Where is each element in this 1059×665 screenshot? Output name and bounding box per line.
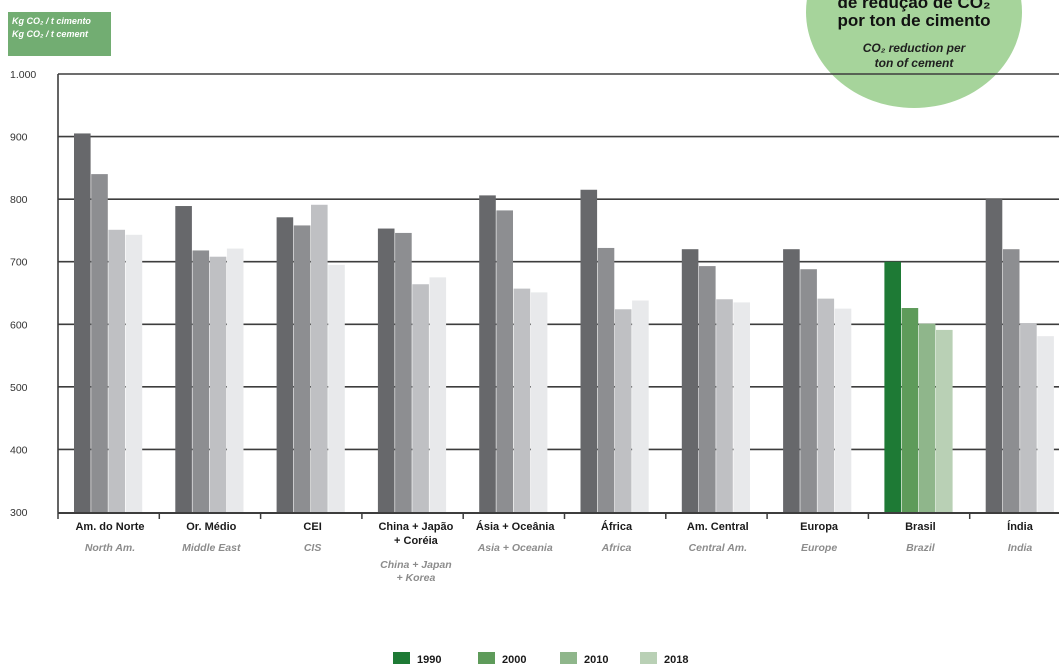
category-label-en: Africa — [601, 542, 632, 554]
badge-subtitle-en-line2: ton of cement — [874, 56, 954, 70]
legend-swatch-2018 — [640, 652, 657, 664]
bar-2018-9 — [936, 329, 953, 512]
badge-title-pt-line2: por ton de cimento — [837, 11, 991, 30]
y-tick-label: 400 — [10, 444, 28, 456]
bar-2018-2 — [226, 248, 244, 512]
unit-label-box: Kg CO₂ / t cimento Kg CO₂ / t cement — [8, 12, 111, 56]
bar-2010-7 — [716, 299, 733, 512]
category-label-pt: Ásia + Oceânia — [476, 520, 555, 533]
bar-2010-5 — [513, 288, 531, 512]
y-axis-tick-labels: 1.000 900 800 700 600 500 400 300 — [10, 69, 36, 519]
bar-1990-2 — [175, 206, 192, 513]
bar-1990-1 — [74, 133, 91, 512]
y-tick-label: 1.000 — [10, 69, 36, 81]
badge-subtitle-en-line1: CO₂ reduction per — [862, 41, 966, 55]
x-axis — [57, 512, 1059, 519]
bar-2018-7 — [733, 302, 750, 512]
bar-2018-8 — [834, 308, 852, 512]
bar-1990-5 — [479, 195, 496, 513]
unit-label-pt: Kg CO₂ / t cimento — [12, 16, 91, 26]
bar-2010-2 — [209, 256, 227, 512]
bar-2000-6 — [597, 247, 615, 512]
category-label-en: Asia + Oceania — [477, 542, 553, 554]
legend-label-2018: 2018 — [664, 654, 688, 665]
legend-label-2000: 2000 — [502, 654, 526, 665]
bar-2018-1 — [125, 234, 143, 512]
y-tick-label: 300 — [10, 507, 28, 519]
category-label-en: Brazil — [906, 542, 936, 554]
bar-1990-7 — [681, 249, 699, 512]
bar-2000-9 — [901, 308, 919, 512]
bar-1990-10 — [985, 199, 1003, 512]
bar-1990-9 — [884, 261, 901, 512]
legend-label-1990: 1990 — [417, 654, 441, 665]
y-tick-label: 600 — [10, 319, 28, 331]
y-tick-label: 900 — [10, 132, 28, 144]
category-label-pt: Índia — [1007, 520, 1034, 533]
bar-2000-2 — [192, 250, 210, 513]
category-label-pt: CEI — [303, 521, 321, 533]
bar-2018-3 — [328, 264, 345, 512]
bar-1990-6 — [580, 189, 598, 512]
legend-label-2010: 2010 — [584, 654, 608, 665]
category-label-en: Central Am. — [689, 542, 748, 554]
bar-1990-4 — [377, 228, 395, 512]
bar-2018-6 — [632, 300, 649, 512]
bar-2010-4 — [412, 284, 429, 512]
category-labels: Am. do Norte North Am. Or. Médio Middle Eas… — [75, 520, 1033, 584]
bar-2010-6 — [614, 309, 632, 512]
bar-2018-4 — [429, 277, 447, 512]
legend-swatch-2010 — [560, 652, 577, 664]
category-label-en: India — [1008, 542, 1033, 554]
bar-2000-3 — [293, 225, 311, 512]
unit-label-en: Kg CO₂ / t cement — [12, 29, 88, 39]
bar-2000-4 — [395, 232, 412, 512]
category-label-en: North Am. — [85, 542, 135, 554]
bar-2000-8 — [800, 269, 817, 512]
bar-2010-3 — [311, 204, 328, 512]
category-label-pt: Am. Central — [687, 521, 749, 533]
bar-2010-9 — [918, 323, 936, 512]
category-label-pt: China + Japão + Coréia — [378, 521, 453, 547]
category-label-en: CIS — [304, 542, 322, 554]
bar-2010-1 — [108, 229, 125, 512]
bar-2018-10 — [1037, 336, 1054, 512]
bar-2010-10 — [1020, 323, 1037, 512]
legend-swatch-1990 — [393, 652, 410, 664]
bar-2010-8 — [817, 298, 835, 512]
category-label-en: Middle East — [182, 542, 241, 554]
legend: 1990 2000 2010 2018 — [393, 652, 688, 665]
y-tick-label: 800 — [10, 194, 28, 206]
bar-2000-5 — [496, 210, 513, 513]
bar-2000-10 — [1002, 249, 1020, 512]
bar-2000-1 — [91, 174, 108, 512]
category-label-pt: Europa — [800, 521, 839, 533]
category-label-pt: Or. Médio — [186, 521, 236, 533]
bar-1990-8 — [783, 249, 800, 512]
bar-2018-5 — [530, 292, 548, 512]
badge-title-pt-line1: de redução de CO₂ — [837, 0, 991, 12]
category-label-pt: África — [601, 520, 633, 533]
bar-1990-3 — [276, 217, 294, 512]
category-label-en: China + Japan + Korea — [380, 559, 451, 584]
category-label-en: Europe — [801, 542, 837, 554]
bar-2000-7 — [699, 266, 716, 512]
legend-swatch-2000 — [478, 652, 495, 664]
category-label-pt: Brasil — [905, 521, 936, 533]
y-tick-label: 500 — [10, 382, 28, 394]
bars — [74, 133, 1054, 513]
y-tick-label: 700 — [10, 257, 28, 269]
category-label-pt: Am. do Norte — [75, 521, 144, 533]
